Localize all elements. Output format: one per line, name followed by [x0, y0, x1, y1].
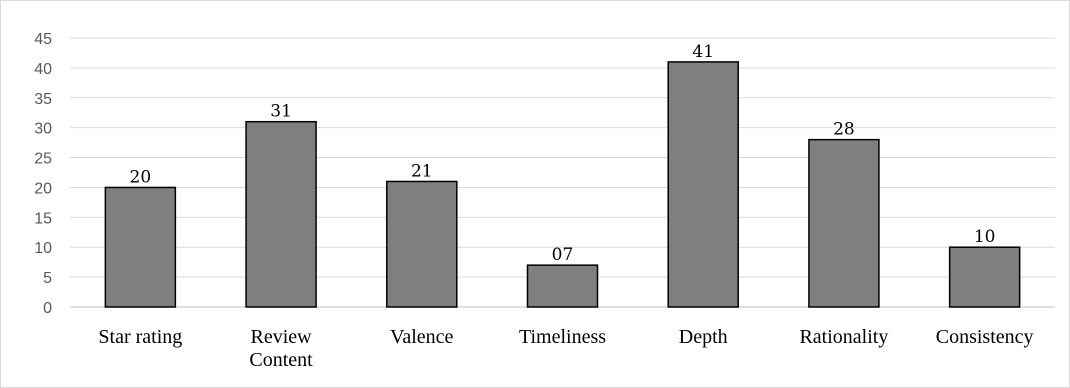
bar [104, 186, 177, 308]
x-tick-label: Depth [679, 326, 728, 348]
x-tick-label: Valence [390, 326, 453, 348]
y-tick-label: 0 [43, 300, 52, 317]
x-tick-label: Timeliness [519, 326, 606, 348]
data-label: 41 [692, 42, 714, 62]
bar [526, 264, 599, 308]
y-tick-label: 45 [34, 31, 52, 48]
data-label: 07 [552, 245, 574, 265]
data-label: 21 [411, 161, 433, 181]
data-label: 20 [130, 167, 152, 187]
y-tick-label: 35 [34, 91, 52, 108]
bar [667, 61, 739, 308]
bar [948, 246, 1021, 308]
y-tick-label: 15 [34, 210, 52, 227]
x-tick-label: Review Content [249, 326, 313, 371]
y-tick-label: 30 [34, 121, 52, 138]
bar [245, 120, 317, 308]
bar [808, 138, 880, 308]
y-tick-label: 10 [34, 240, 52, 257]
y-tick-label: 5 [43, 270, 52, 287]
x-tick-label: Consistency [936, 326, 1034, 348]
x-tick-label: Star rating [98, 326, 182, 348]
y-tick-label: 20 [34, 180, 52, 197]
y-tick-label: 40 [34, 61, 52, 78]
data-label: 31 [270, 102, 292, 122]
bar [386, 180, 458, 308]
data-label: 10 [974, 227, 996, 247]
y-tick-label: 25 [34, 151, 52, 168]
x-tick-label: Rationality [799, 326, 888, 348]
data-label: 28 [833, 120, 855, 140]
